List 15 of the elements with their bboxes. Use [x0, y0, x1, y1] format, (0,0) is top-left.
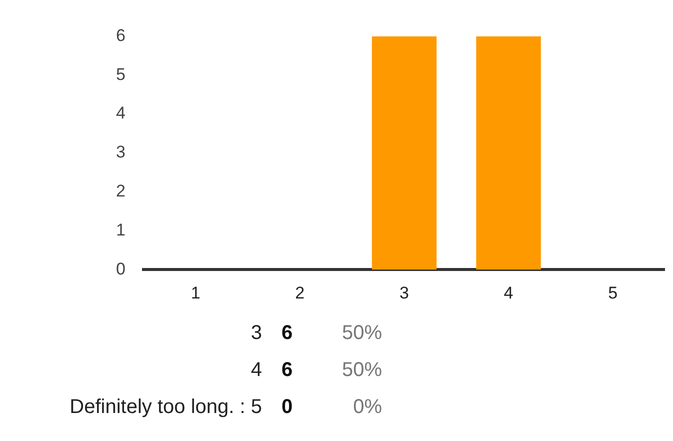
- y-tick-label: 4: [116, 104, 126, 123]
- x-tick-label: 4: [504, 283, 514, 302]
- y-tick-label: 0: [116, 259, 126, 278]
- text: 4 6 50%: [250, 359, 382, 381]
- text: 3 6 50%: [250, 322, 382, 344]
- y-tick-label: 3: [116, 142, 126, 162]
- x-tick-label: 1: [190, 283, 200, 302]
- y-tick-label: 1: [116, 220, 126, 240]
- x-tick-label: 5: [608, 283, 618, 302]
- y-tick-label: 2: [116, 181, 126, 200]
- y-tick-label: 5: [116, 64, 126, 84]
- x-tick-label: 2: [295, 283, 305, 302]
- text: Definitely too long. : 5 0 0%: [70, 396, 382, 418]
- y-tick-label: 6: [116, 26, 126, 45]
- x-tick-label: 3: [399, 283, 409, 302]
